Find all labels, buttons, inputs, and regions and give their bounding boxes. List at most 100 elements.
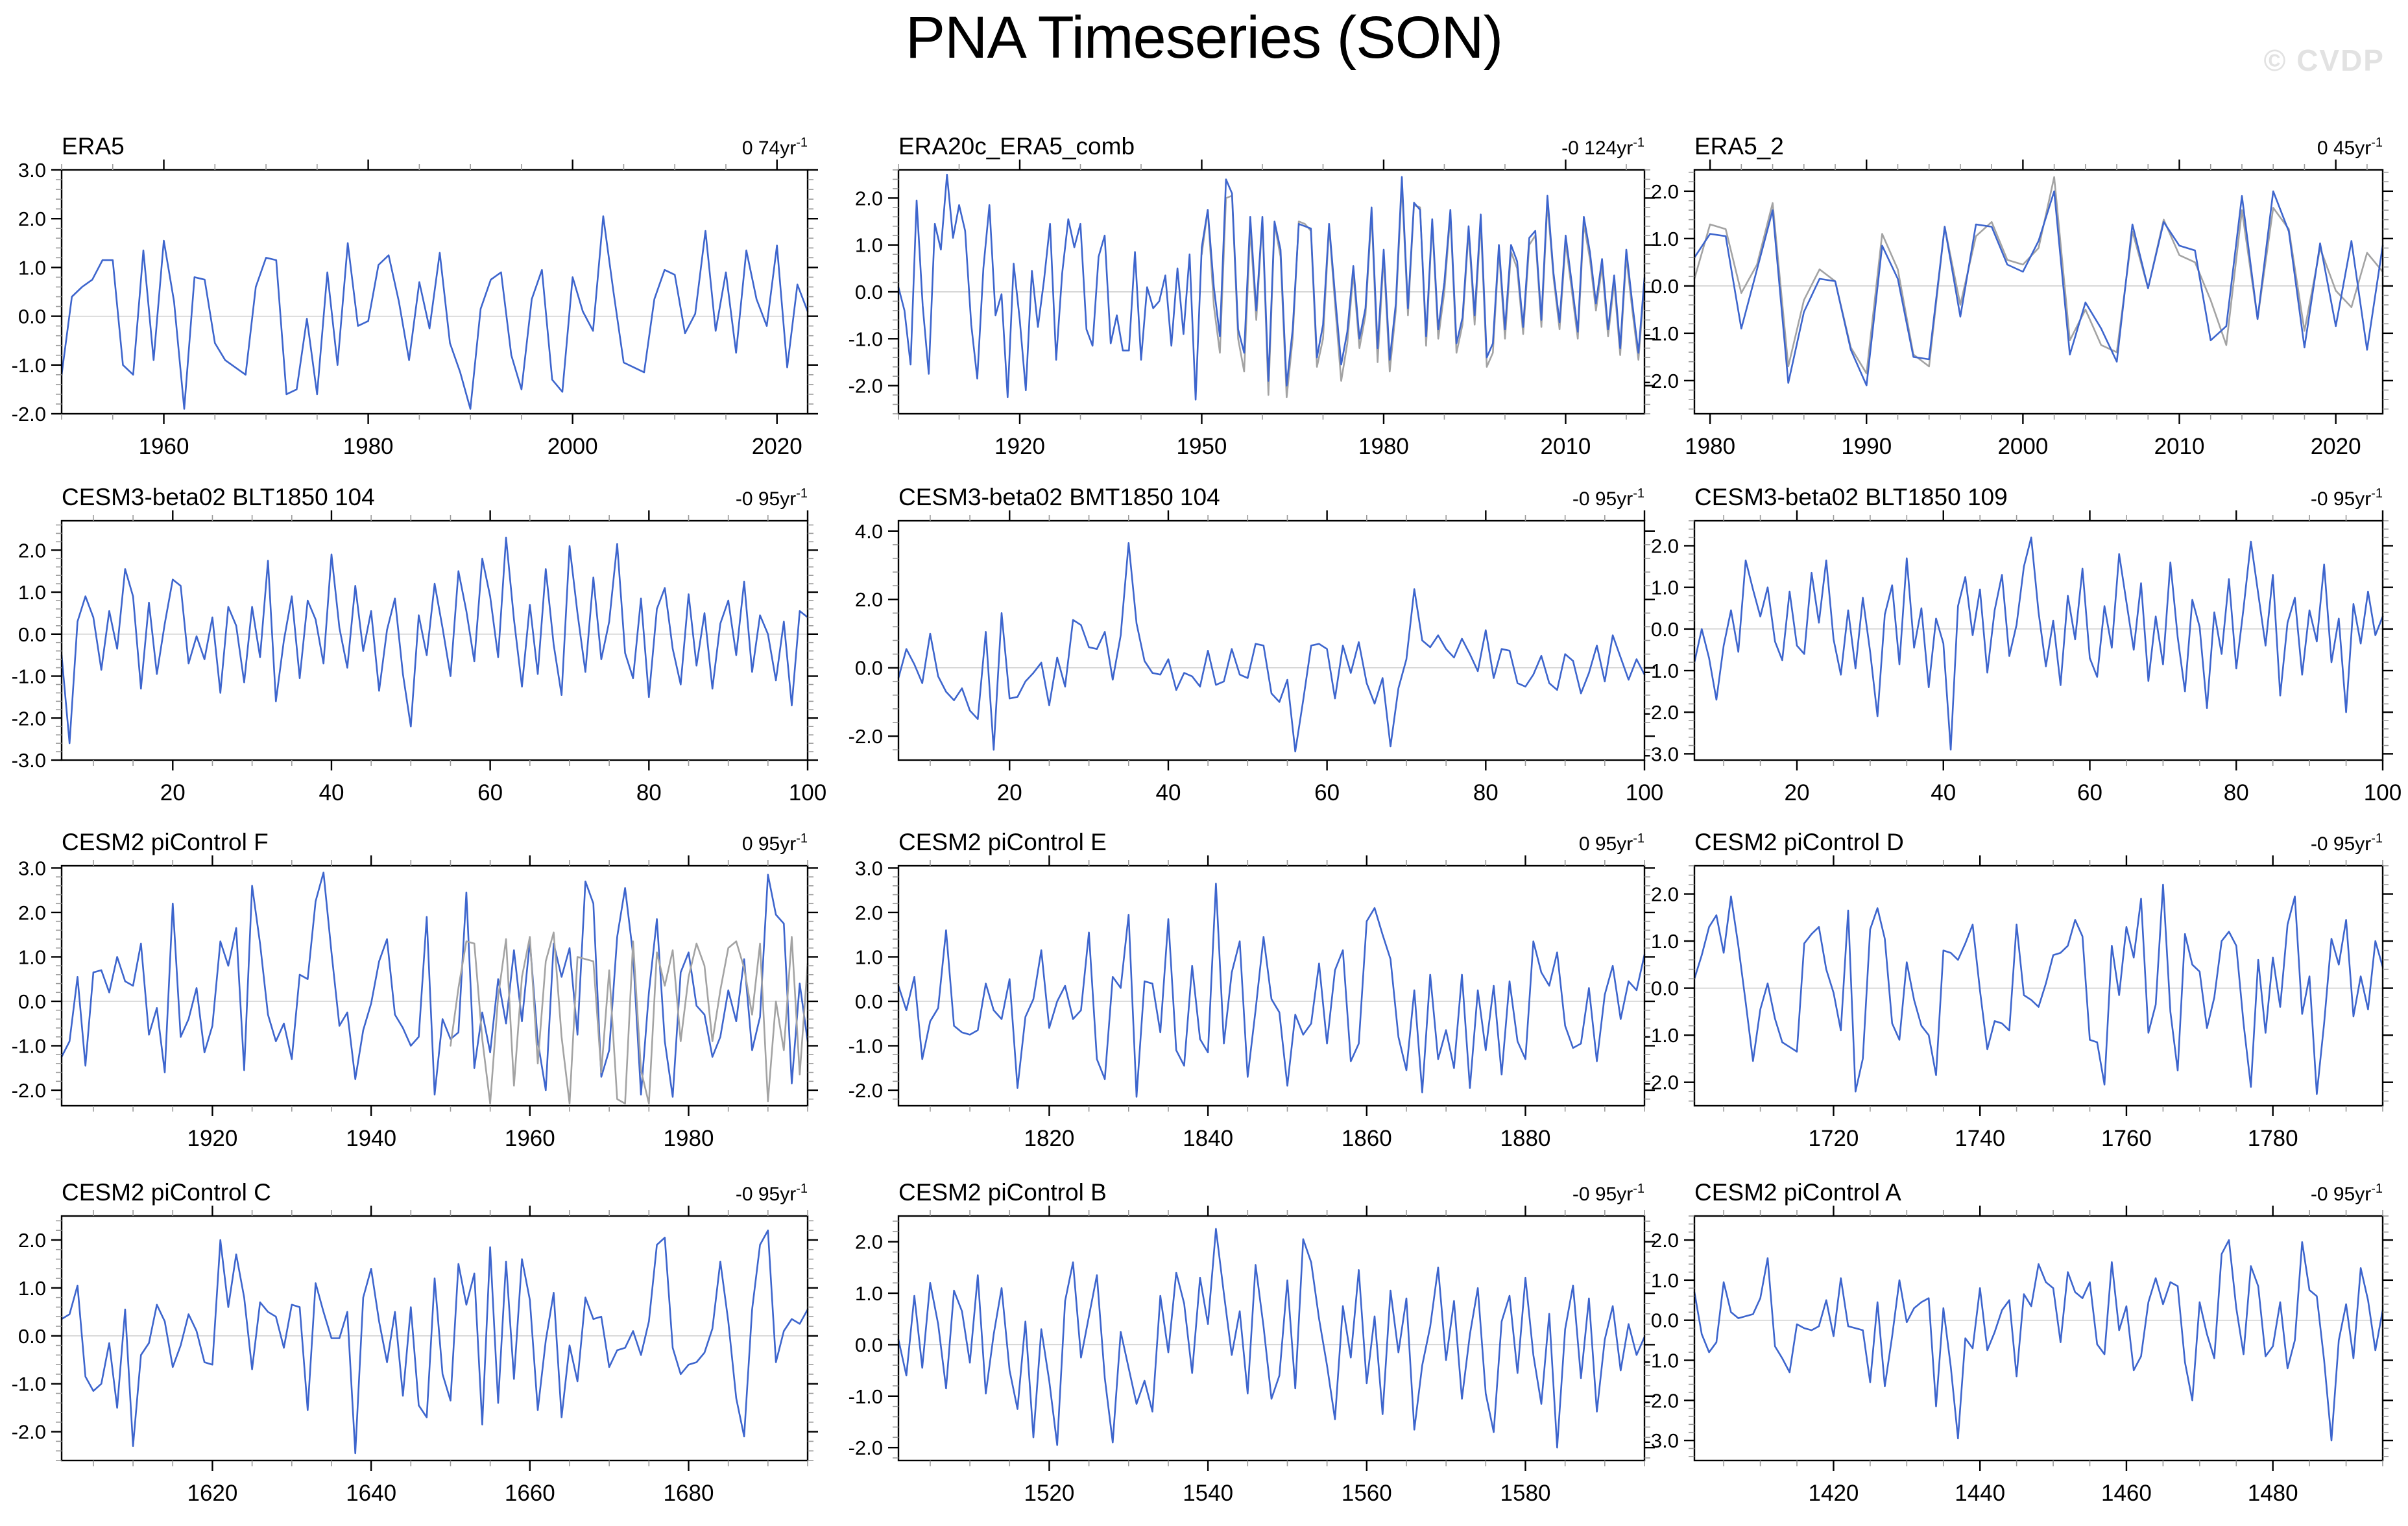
svg-text:2.0: 2.0 <box>1651 1229 1679 1252</box>
svg-text:2020: 2020 <box>2311 434 2361 459</box>
svg-text:1920: 1920 <box>994 434 1045 459</box>
chart-title: ERA5 <box>62 133 125 160</box>
svg-text:1420: 1420 <box>1809 1481 1859 1506</box>
axis-labels: -2.0 -1.0 0.0 1.0 2.0 3.0 1820 1840 1860 1880 <box>849 857 1551 1151</box>
timeseries-chart-svg: -2.0 -1.0 0.0 1.0 2.0 1620 1640 1660 1680 CESM2 p… <box>12 1179 818 1506</box>
svg-text:2.0: 2.0 <box>855 588 883 611</box>
svg-text:1.0: 1.0 <box>1651 228 1679 250</box>
svg-text:0.0: 0.0 <box>1651 618 1679 641</box>
svg-text:80: 80 <box>636 780 662 805</box>
trend-annotation: -0 95yr-1 <box>1572 486 1644 510</box>
svg-text:-2.0: -2.0 <box>12 1421 46 1444</box>
trend-annotation: -0 95yr-1 <box>736 486 808 510</box>
chart-title: CESM2 piControl E <box>898 829 1107 855</box>
axis-ticks <box>888 855 1655 1116</box>
chart-title: CESM2 piControl A <box>1694 1179 1901 1206</box>
axis-ticks <box>888 1206 1655 1471</box>
svg-text:1.0: 1.0 <box>1651 930 1679 953</box>
axis-labels: -2.0 0.0 2.0 4.0 20 40 60 80 100 <box>849 520 1664 805</box>
svg-text:0.0: 0.0 <box>855 1333 883 1356</box>
timeseries-chart-svg: -2.0 -1.0 0.0 1.0 2.0 3.0 1820 1840 1860 1880 CESM… <box>849 829 1655 1151</box>
svg-text:1880: 1880 <box>1500 1126 1551 1151</box>
axis-labels: -2.0 -1.0 0.0 1.0 2.0 1520 1540 1560 1580 <box>849 1231 1551 1506</box>
svg-text:0.0: 0.0 <box>18 990 46 1013</box>
timeseries-chart-svg: -3.0 -2.0 -1.0 0.0 1.0 2.0 1420 1440 1460 1480 CES… <box>1644 1179 2393 1506</box>
svg-text:1.0: 1.0 <box>18 1277 46 1300</box>
svg-text:1760: 1760 <box>2101 1126 2152 1151</box>
svg-text:20: 20 <box>997 780 1022 805</box>
svg-text:60: 60 <box>2077 780 2102 805</box>
svg-text:-2.0: -2.0 <box>12 707 46 730</box>
svg-text:1740: 1740 <box>1955 1126 2005 1151</box>
svg-text:3.0: 3.0 <box>18 159 46 182</box>
trend-annotation: -0 95yr-1 <box>736 1182 808 1205</box>
plot-frame <box>60 864 809 1107</box>
svg-text:-1.0: -1.0 <box>12 665 46 688</box>
page-title: PNA Timeseries (SON) <box>905 5 1504 71</box>
axis-labels: -2.0 -1.0 0.0 1.0 2.0 3.0 1920 1940 1960 1980 <box>12 857 714 1151</box>
series-line-blue <box>897 173 1646 401</box>
svg-text:4.0: 4.0 <box>855 520 883 543</box>
svg-text:1480: 1480 <box>2248 1481 2298 1506</box>
svg-text:2.0: 2.0 <box>18 539 46 562</box>
series-line-blue <box>897 883 1646 1098</box>
svg-text:2.0: 2.0 <box>1651 535 1679 558</box>
svg-text:-1.0: -1.0 <box>1644 322 1679 345</box>
cvdp-watermark: © CVDP <box>2263 43 2385 77</box>
svg-text:1920: 1920 <box>187 1126 238 1151</box>
svg-text:-2.0: -2.0 <box>1644 1071 1679 1094</box>
timeseries-chart-svg: -3.0 -2.0 -1.0 0.0 1.0 2.0 20 40 60 80 100 CESM3-be… <box>12 484 827 805</box>
svg-text:20: 20 <box>1785 780 1810 805</box>
axis-labels: -2.0 -1.0 0.0 1.0 2.0 1620 1640 1660 1680 <box>12 1229 714 1506</box>
axis-ticks <box>1684 510 2393 770</box>
series-line-blue <box>60 872 809 1098</box>
svg-text:-2.0: -2.0 <box>849 375 883 398</box>
trend-annotation: 0 45yr-1 <box>2317 136 2383 159</box>
timeseries-chart-svg: -2.0 -1.0 0.0 1.0 2.0 1980 1990 2000 2010 2020 ERA… <box>1644 133 2393 459</box>
axis-labels: -3.0 -2.0 -1.0 0.0 1.0 2.0 1420 1440 1460 1480 <box>1644 1229 2298 1506</box>
chart-title: CESM2 piControl D <box>1694 829 1904 855</box>
chart-title: ERA5_2 <box>1694 133 1784 160</box>
chart-title: ERA20c_ERA5_comb <box>898 133 1135 160</box>
svg-text:1620: 1620 <box>187 1481 238 1506</box>
svg-text:60: 60 <box>477 780 503 805</box>
axis-labels: -2.0 -1.0 0.0 1.0 2.0 1980 1990 2000 2010 2020 <box>1644 180 2361 459</box>
svg-text:0.0: 0.0 <box>18 1325 46 1348</box>
svg-text:-2.0: -2.0 <box>849 725 883 748</box>
chart-title: CESM3-beta02 BLT1850 104 <box>62 484 375 510</box>
svg-text:1780: 1780 <box>2248 1126 2298 1151</box>
timeseries-chart-svg: -2.0 -1.0 0.0 1.0 2.0 1520 1540 1560 1580 CESM2 p… <box>849 1179 1655 1506</box>
chart-title: CESM3-beta02 BMT1850 104 <box>898 484 1220 510</box>
axis-ticks <box>1684 855 2393 1116</box>
svg-text:2000: 2000 <box>1997 434 2048 459</box>
svg-text:1960: 1960 <box>505 1126 555 1151</box>
svg-text:1560: 1560 <box>1342 1481 1392 1506</box>
svg-text:0.0: 0.0 <box>18 305 46 328</box>
trend-annotation: -0 95yr-1 <box>1572 1182 1644 1205</box>
chart-title: CESM2 piControl B <box>898 1179 1107 1206</box>
axis-labels: -2.0 -1.0 0.0 1.0 2.0 3.0 1960 1980 2000 2020 <box>12 159 802 459</box>
svg-text:80: 80 <box>1473 780 1499 805</box>
svg-text:40: 40 <box>319 780 344 805</box>
svg-text:0.0: 0.0 <box>855 657 883 680</box>
plot-frame <box>897 1215 1646 1462</box>
svg-text:1520: 1520 <box>1024 1481 1075 1506</box>
svg-text:1.0: 1.0 <box>1651 577 1679 599</box>
svg-text:0.0: 0.0 <box>1651 977 1679 1000</box>
trend-annotation: 0 95yr-1 <box>742 831 808 855</box>
axis-labels: -3.0 -2.0 -1.0 0.0 1.0 2.0 20 40 60 80 100 <box>1644 535 2402 805</box>
series-line-gray <box>1693 176 2384 375</box>
svg-text:1.0: 1.0 <box>855 946 883 968</box>
plot-frame <box>1693 1215 2384 1462</box>
svg-text:2.0: 2.0 <box>1651 883 1679 906</box>
svg-text:-2.0: -2.0 <box>1644 701 1679 724</box>
plot-frame <box>897 519 1646 761</box>
plot-frame <box>1693 169 2384 415</box>
svg-text:80: 80 <box>2224 780 2249 805</box>
axis-labels: -3.0 -2.0 -1.0 0.0 1.0 2.0 20 40 60 80 100 <box>12 539 827 805</box>
svg-text:-1.0: -1.0 <box>1644 660 1679 682</box>
axis-ticks <box>888 510 1655 770</box>
svg-text:2.0: 2.0 <box>855 901 883 924</box>
svg-text:2010: 2010 <box>1541 434 1591 459</box>
